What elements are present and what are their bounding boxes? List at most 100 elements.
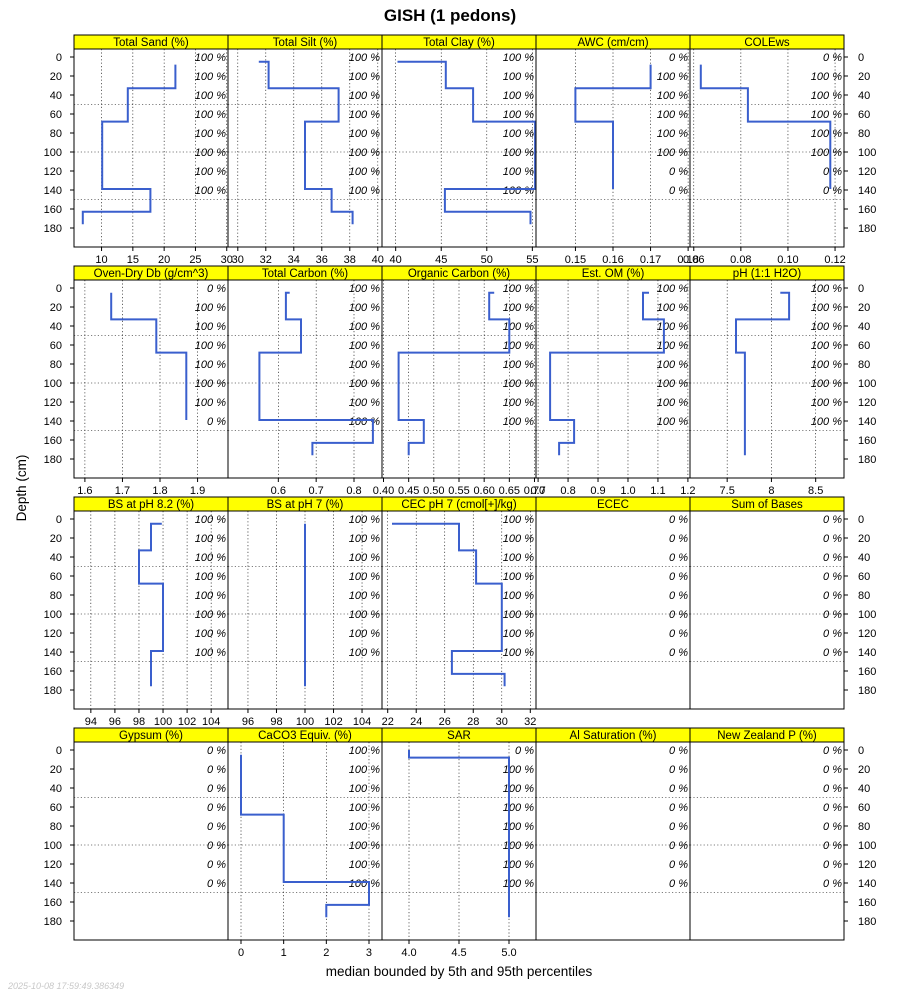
x-tick-label: 96 [242, 716, 254, 728]
y-tick-label: 160 [858, 666, 876, 678]
coverage-label: 0 % [669, 185, 688, 197]
y-tick-label: 140 [858, 416, 876, 428]
coverage-label: 0 % [669, 821, 688, 833]
panel-strip-label: Total Silt (%) [273, 37, 338, 49]
x-tick-label: 34 [288, 254, 300, 266]
y-tick-label: 100 [44, 840, 62, 852]
x-tick-label: 10 [95, 254, 107, 266]
coverage-label: 100 % [811, 128, 842, 140]
panel-strip-label: ECEC [597, 499, 629, 511]
panel-new-zealand-p: New Zealand P (%) 0 % 0 % 0 % 0 % 0 % 0 % 0 % 0 … [689, 727, 876, 941]
x-tick-label: 1.0 [620, 485, 635, 497]
x-tick-label: 98 [133, 716, 145, 728]
coverage-label: 0 % [669, 52, 688, 64]
coverage-label: 0 % [823, 552, 842, 564]
y-tick-label: 80 [50, 821, 62, 833]
x-tick-label: 1.6 [77, 485, 92, 497]
coverage-label: 100 % [657, 283, 688, 295]
coverage-label: 100 % [811, 109, 842, 121]
y-tick-label: 140 [858, 647, 876, 659]
y-tick-label: 160 [858, 897, 876, 909]
panel-caco3-equiv: CaCO3 Equiv. (%) 0 1 2 3 100 % 100 % 100 % 100 %… [227, 727, 383, 959]
coverage-label: 100 % [657, 109, 688, 121]
x-tick-label: 30 [232, 254, 244, 266]
x-tick-label: 32 [524, 716, 536, 728]
coverage-label: 0 % [207, 821, 226, 833]
coverage-label: 100 % [349, 647, 380, 659]
coverage-label: 100 % [657, 71, 688, 83]
coverage-label: 100 % [349, 52, 380, 64]
x-tick-label: 0.55 [448, 485, 469, 497]
y-tick-label: 160 [858, 204, 876, 216]
coverage-label: 0 % [515, 745, 534, 757]
coverage-label: 100 % [195, 533, 226, 545]
y-tick-label: 20 [50, 71, 62, 83]
panel-total-silt: Total Silt (%) 30 32 34 36 38 40 100 % 100 % 100 … [227, 34, 384, 266]
y-tick-label: 140 [858, 878, 876, 890]
coverage-label: 100 % [503, 71, 534, 83]
coverage-label: 100 % [349, 840, 380, 852]
y-tick-label: 60 [50, 109, 62, 121]
coverage-label: 100 % [657, 340, 688, 352]
x-tick-label: 36 [316, 254, 328, 266]
x-tick-label: 5.0 [501, 947, 516, 959]
y-tick-label: 120 [858, 859, 876, 871]
coverage-label: 100 % [503, 128, 534, 140]
y-tick-label: 160 [858, 435, 876, 447]
panel-frame [689, 510, 845, 710]
panel-strip-label: Al Saturation (%) [570, 730, 657, 742]
coverage-label: 100 % [503, 859, 534, 871]
x-tick-label: 26 [439, 716, 451, 728]
coverage-label: 100 % [503, 321, 534, 333]
y-tick-label: 20 [50, 533, 62, 545]
y-tick-label: 60 [858, 109, 870, 121]
coverage-label: 100 % [349, 802, 380, 814]
coverage-label: 0 % [823, 514, 842, 526]
coverage-label: 0 % [207, 802, 226, 814]
coverage-label: 100 % [503, 166, 534, 178]
coverage-label: 100 % [811, 340, 842, 352]
panel-strip-label: BS at pH 8.2 (%) [108, 499, 194, 511]
panel-bs-at-ph-8-2: BS at pH 8.2 (%) 94 96 98 100 102 104 100 % 100 … [44, 496, 229, 728]
x-tick-label: 104 [202, 716, 220, 728]
y-tick-label: 20 [858, 533, 870, 545]
y-tick-label: 100 [44, 378, 62, 390]
panel-frame [535, 741, 691, 941]
x-tick-label: 28 [467, 716, 479, 728]
coverage-label: 0 % [207, 878, 226, 890]
coverage-label: 100 % [811, 397, 842, 409]
coverage-label: 0 % [823, 533, 842, 545]
coverage-label: 0 % [669, 840, 688, 852]
coverage-label: 100 % [503, 359, 534, 371]
panel-frame [689, 48, 845, 248]
x-tick-label: 22 [382, 716, 394, 728]
coverage-label: 100 % [349, 359, 380, 371]
panel-awc-cm-cm: AWC (cm/cm) 0.15 0.16 0.17 0.18 0 % 100 % 100 %… [535, 34, 699, 266]
median-profile-line [258, 291, 374, 456]
panel-strip-label: CaCO3 Equiv. (%) [258, 730, 352, 742]
coverage-label: 100 % [503, 609, 534, 621]
coverage-label: 100 % [349, 571, 380, 583]
coverage-label: 100 % [195, 71, 226, 83]
x-tick-label: 0.15 [565, 254, 586, 266]
coverage-label: 0 % [669, 166, 688, 178]
y-tick-label: 140 [44, 185, 62, 197]
y-tick-label: 140 [858, 185, 876, 197]
y-tick-label: 180 [44, 685, 62, 697]
coverage-label: 100 % [349, 783, 380, 795]
coverage-label: 100 % [349, 552, 380, 564]
coverage-label: 0 % [823, 628, 842, 640]
coverage-label: 100 % [657, 378, 688, 390]
panel-al-saturation: Al Saturation (%) 0 % 0 % 0 % 0 % 0 % 0 % 0 % 0 … [535, 727, 691, 941]
x-tick-label: 0.17 [640, 254, 661, 266]
y-tick-label: 0 [56, 52, 62, 64]
coverage-label: 100 % [503, 109, 534, 121]
coverage-label: 100 % [811, 71, 842, 83]
coverage-label: 100 % [349, 590, 380, 602]
coverage-label: 100 % [503, 628, 534, 640]
coverage-label: 100 % [349, 821, 380, 833]
y-tick-label: 40 [50, 783, 62, 795]
coverage-label: 0 % [823, 571, 842, 583]
y-tick-label: 40 [50, 552, 62, 564]
